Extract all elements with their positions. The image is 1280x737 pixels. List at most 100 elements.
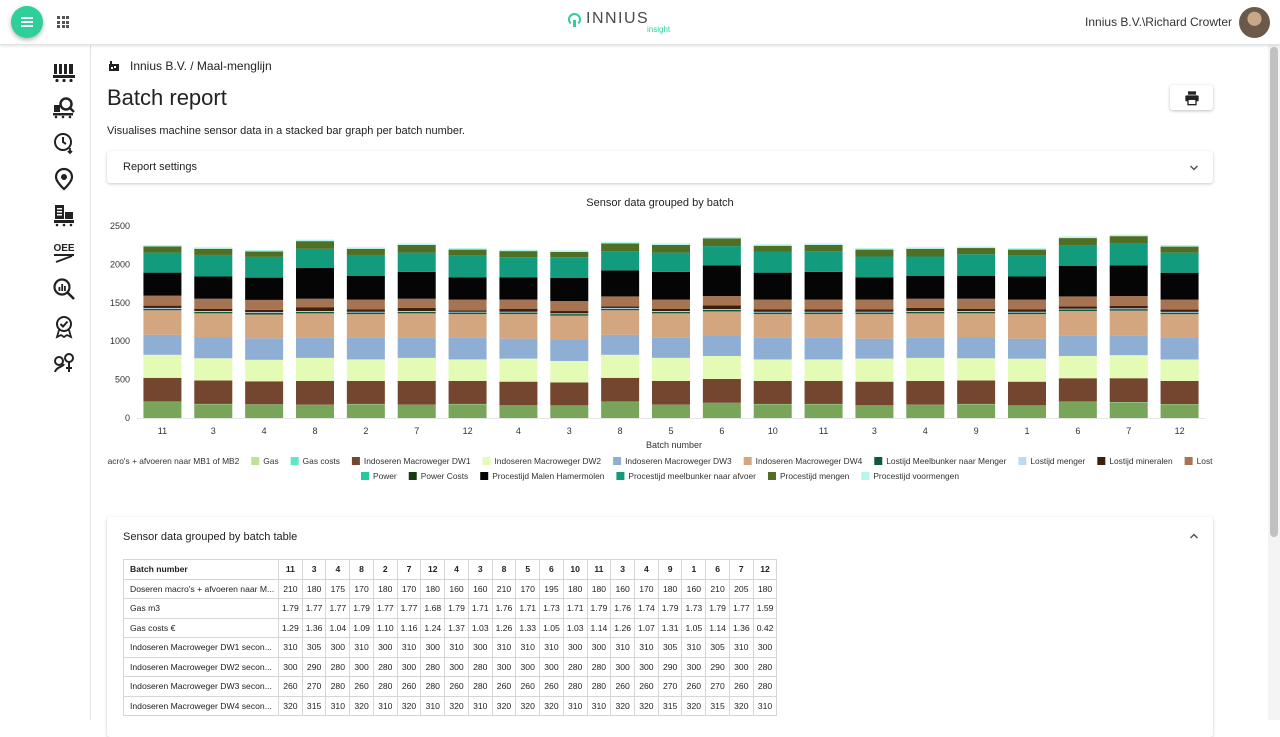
bar-segment [194,338,232,359]
bar-segment [1059,266,1097,297]
menu-button[interactable] [11,6,43,38]
bar-segment [347,247,385,249]
bar-segment [1110,378,1148,402]
legend-swatch [861,472,869,480]
bar-segment [347,255,385,276]
bar-segment [296,249,334,268]
scrollbar-thumb[interactable] [1270,47,1278,537]
table-cell: 260 [397,677,421,697]
column-header: 8 [350,560,374,580]
bar-segment [754,338,792,360]
table-cell: 180 [658,579,682,599]
sidebar-item-machines[interactable] [52,60,76,84]
table-cell: 300 [540,657,564,677]
bar-segment [347,314,385,338]
bar-segment [449,310,487,312]
table-cell: 1.10 [373,618,397,638]
sidebar-item-reports[interactable] [52,203,76,227]
bar-segment [194,381,232,404]
bar-segment [1110,236,1148,244]
bar-segment [194,312,232,314]
bar-segment [1110,335,1148,355]
sidebar-item-people[interactable] [52,352,76,376]
table-cell: 280 [326,677,350,697]
sidebar-item-locations[interactable] [52,167,76,191]
apps-grid-icon[interactable] [57,16,69,28]
table-cell: 1.26 [611,618,635,638]
print-button[interactable] [1170,85,1213,110]
report-settings-panel[interactable]: Report settings [107,151,1213,183]
bar-segment [550,316,588,340]
bar-segment [143,308,181,309]
chevron-down-icon[interactable] [1189,163,1199,173]
row-label: Indoseren Macroweger DW1 secon... [124,638,279,658]
table-cell: 270 [658,677,682,697]
print-icon [1184,90,1200,106]
oee-label: OEE [53,243,74,254]
user-name[interactable]: Innius B.V.\Richard Crowter [1085,15,1232,29]
factory-icon [108,60,120,72]
bar-segment [906,381,944,405]
bar-segment [499,314,537,339]
bar-segment [703,403,741,418]
table-cell: 300 [611,657,635,677]
bar-segment [194,249,232,255]
table-cell: 1.04 [326,618,350,638]
bar-segment [245,360,283,382]
table-cell: 320 [397,696,421,716]
legend-entry: Power Costs [421,471,468,481]
bar-segment [855,382,893,406]
app-logo[interactable]: INNIUS insight [568,10,668,34]
bar-segment [499,382,537,406]
sidebar-item-history[interactable] [52,131,76,155]
bar-segment [601,402,639,418]
bar-segment [449,313,487,315]
table-cell: 170 [635,579,659,599]
chevron-up-icon[interactable] [1189,531,1199,541]
x-tick-label: 4 [262,426,267,436]
legend-swatch [1097,457,1105,465]
bar-segment [1161,310,1199,312]
y-tick-label: 2500 [110,221,130,231]
sidebar-item-oee[interactable]: OEE [52,241,76,265]
bar-segment [805,313,843,315]
bar-segment [1059,335,1097,356]
bar-segment [398,311,436,312]
sidebar-item-quality[interactable] [52,315,76,339]
table-cell: 310 [468,696,492,716]
bar-segment [1161,404,1199,418]
bar-segment [449,250,487,256]
bar-segment [754,310,792,312]
bar-segment [855,277,893,299]
column-header: Batch number [124,560,279,580]
bar-segment [143,355,181,378]
bar-segment [1008,382,1046,406]
row-label: Indoseren Macroweger DW2 secon... [124,657,279,677]
bar-segment [855,248,893,250]
page-scrollbar[interactable] [1268,45,1280,720]
bar-segment [906,247,944,249]
avatar[interactable] [1239,7,1270,38]
legend-swatch [361,472,369,480]
bar-segment [194,311,232,312]
bar-segment [296,268,334,299]
table-cell: 1.74 [635,599,659,619]
breadcrumb-path[interactable]: Innius B.V. / Maal-menglijn [130,59,272,73]
sidebar-item-machine-search[interactable] [52,95,76,119]
sidebar-item-analytics[interactable] [52,277,76,301]
bar-segment [1161,313,1199,315]
table-cell: 280 [753,677,777,697]
legend-entry: Procestijd mengen [780,471,850,481]
table-cell: 310 [729,638,753,658]
table-cell: 320 [540,696,564,716]
column-header: 5 [516,560,540,580]
table-cell: 320 [611,696,635,716]
bar-segment [347,249,385,255]
bar-segment [194,247,232,249]
bar-segment [398,253,436,272]
bar-segment [1059,378,1097,401]
bar-segment [449,314,487,338]
table-cell: 180 [563,579,587,599]
